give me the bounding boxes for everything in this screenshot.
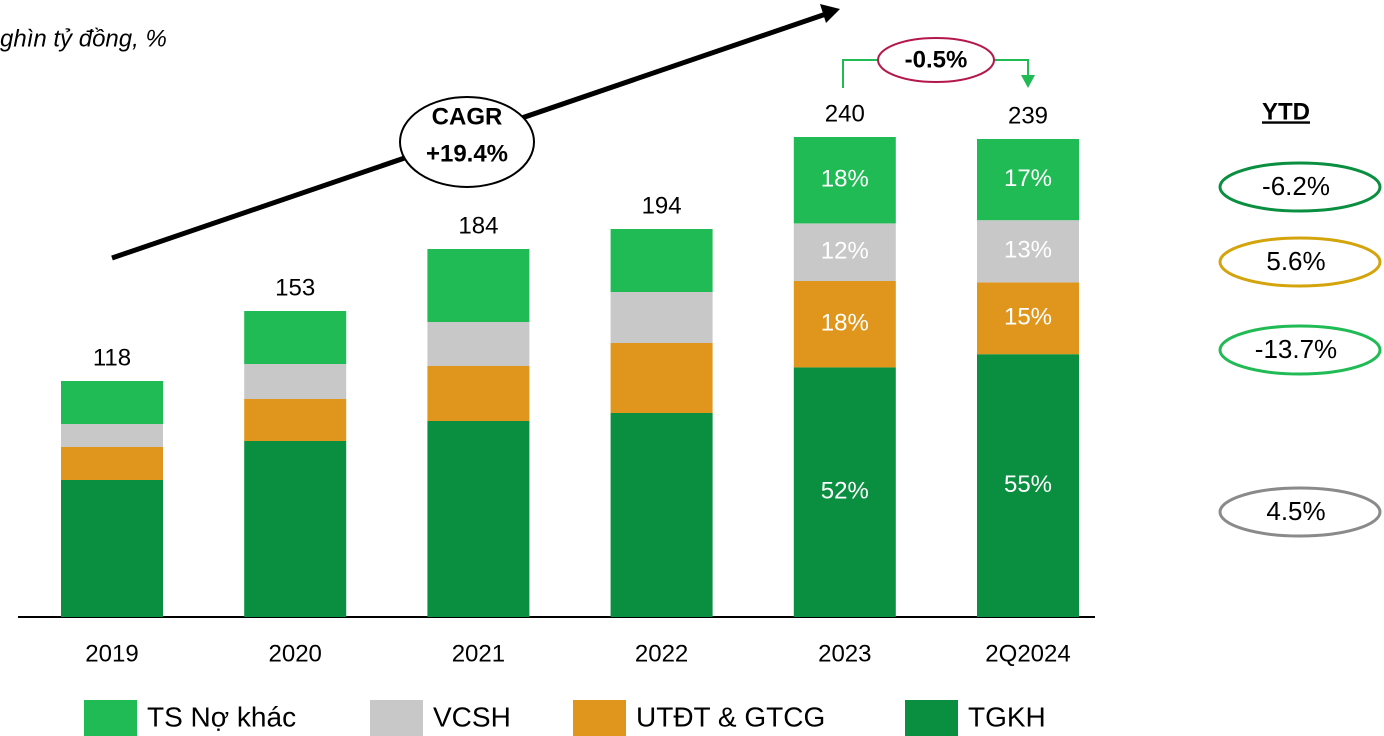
cagr-value: +19.4% bbox=[426, 140, 508, 167]
bracket-right bbox=[994, 59, 1029, 76]
legend-label: TS Nợ khác bbox=[147, 701, 296, 732]
bar-segment bbox=[610, 343, 713, 413]
bar-segment bbox=[793, 223, 896, 281]
bracket-arrow bbox=[1021, 75, 1035, 88]
ytd-bubble bbox=[1218, 324, 1382, 376]
bar-segment bbox=[977, 139, 1079, 221]
bar-segment bbox=[977, 282, 1079, 355]
ytd-value: 5.6% bbox=[1266, 246, 1325, 276]
segment-label: 18% bbox=[821, 166, 869, 193]
segment-label: 13% bbox=[1004, 237, 1052, 264]
legend-swatch bbox=[905, 700, 958, 736]
legend-swatch bbox=[84, 700, 137, 736]
bar-segment bbox=[793, 367, 896, 617]
bar-segment bbox=[427, 421, 530, 617]
bar-segment bbox=[244, 399, 347, 441]
bar-segment bbox=[977, 354, 1079, 617]
x-tick-label: 2019 bbox=[85, 640, 138, 667]
total-label: 153 bbox=[275, 274, 315, 301]
bar-segment bbox=[427, 249, 530, 322]
bar-segment bbox=[244, 364, 347, 399]
legend-label: UTĐT & GTCG bbox=[636, 701, 825, 732]
cagr-bubble bbox=[399, 96, 535, 188]
x-tick-label: 2020 bbox=[269, 640, 322, 667]
segment-label: 12% bbox=[821, 238, 869, 265]
bar-segment bbox=[244, 311, 347, 364]
bar-segment bbox=[427, 322, 530, 366]
ytd-value: -13.7% bbox=[1255, 334, 1337, 364]
total-label: 184 bbox=[458, 212, 498, 239]
bar-segment bbox=[244, 441, 347, 617]
bar-segment bbox=[61, 480, 163, 617]
legend-label: TGKH bbox=[968, 701, 1046, 732]
cagr-label: CAGR bbox=[432, 103, 503, 130]
ytd-value: 4.5% bbox=[1266, 496, 1325, 526]
bar-segment bbox=[427, 366, 530, 421]
total-label: 118 bbox=[93, 344, 131, 371]
segment-label: 55% bbox=[1004, 471, 1052, 498]
ytd-bubble bbox=[1218, 161, 1382, 213]
legend-label: VCSH bbox=[433, 701, 511, 732]
x-tick-label: 2023 bbox=[818, 640, 871, 667]
ytd-bubble bbox=[1218, 236, 1382, 288]
legend-swatch bbox=[573, 700, 626, 736]
bar-segment bbox=[61, 447, 163, 480]
x-tick-label: 2Q2024 bbox=[985, 640, 1070, 667]
segment-label: 18% bbox=[821, 310, 869, 337]
segment-label: 17% bbox=[1004, 165, 1052, 192]
bar-segment bbox=[977, 220, 1079, 283]
segment-label: 15% bbox=[1004, 304, 1052, 331]
x-tick-label: 2022 bbox=[635, 640, 688, 667]
bracket-left bbox=[842, 59, 878, 88]
ytd-bubble bbox=[1218, 486, 1382, 538]
bar-segment bbox=[793, 137, 896, 224]
total-label: 194 bbox=[642, 192, 682, 219]
total-label: 239 bbox=[1008, 102, 1048, 129]
segment-label: 52% bbox=[821, 478, 869, 505]
change-bubble bbox=[877, 37, 995, 83]
bar-segment bbox=[610, 413, 713, 617]
change-label: -0.5% bbox=[905, 46, 968, 73]
subtitle: ghìn tỷ đồng, % bbox=[0, 25, 167, 52]
x-tick-label: 2021 bbox=[452, 640, 505, 667]
total-label: 240 bbox=[825, 100, 865, 127]
bar-segment bbox=[61, 424, 163, 447]
bar-segment bbox=[793, 281, 896, 368]
bar-segment bbox=[610, 229, 713, 292]
ytd-title: YTD bbox=[1262, 98, 1310, 125]
ytd-value: -6.2% bbox=[1262, 171, 1330, 201]
bar-segment bbox=[610, 292, 713, 343]
bar-segment bbox=[61, 381, 163, 424]
arrow-head bbox=[820, 4, 840, 23]
legend-swatch bbox=[370, 700, 423, 736]
